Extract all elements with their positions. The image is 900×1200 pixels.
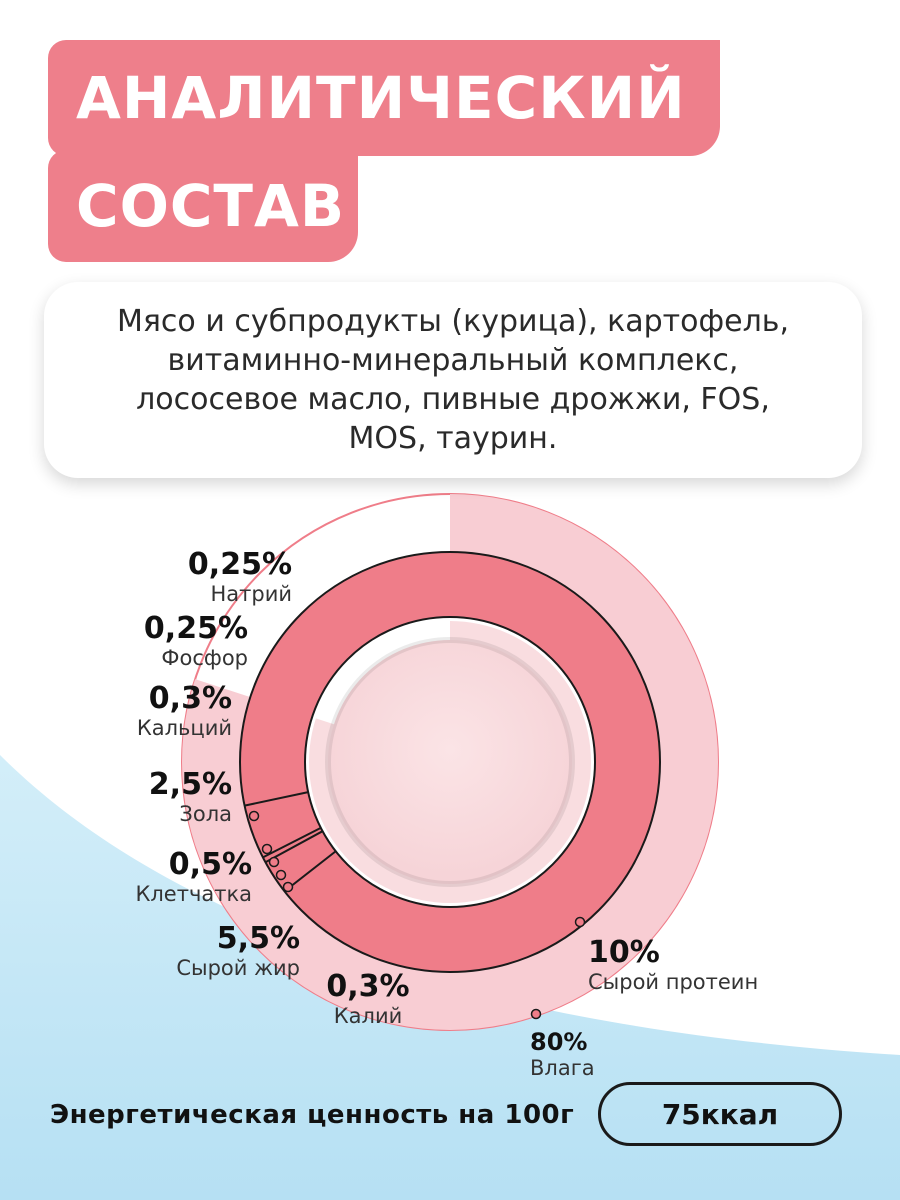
fiber-name: Клетчатка [135,882,252,906]
composition-card: Мясо и субпродукты (курица), картофель, … [44,282,862,478]
center-disc [325,637,575,887]
label-calcium: 0,3% Кальций [137,684,232,739]
calcium-name: Кальций [136,716,232,740]
label-protein: 10% Сырой протеин [588,938,758,993]
separator-fat-start [283,850,337,893]
moisture-name: Влага [530,1056,595,1080]
marker-fat [275,869,287,881]
protein-name: Сырой протеин [588,970,759,994]
label-moisture: 80% Влага [530,1030,595,1079]
label-fiber: 0,5% Клетчатка [135,850,252,905]
page-title-line1: АНАЛИТИЧЕСКИЙ [76,64,686,132]
label-fat: 5,5% Сырой жир [176,924,300,979]
marker-protein [574,916,586,928]
separator-fiber-b [262,826,322,859]
moisture-percent: 80% [530,1028,588,1056]
calcium-percent: 0,3% [148,681,232,716]
fat-name: Сырой жир [176,956,300,980]
energy-label: Энергетическая ценность на 100г [50,1100,575,1130]
label-sodium: 0,25% Натрий [188,550,292,605]
sodium-percent: 0,25% [187,547,292,582]
sodium-name: Натрий [210,582,292,606]
label-ash: 2,5% Зола [149,770,232,825]
title-banner-line1: АНАЛИТИЧЕСКИЙ [48,40,720,156]
title-banner-line2: СОСТАВ [48,150,358,262]
protein-percent: 10% [588,935,660,970]
phosphorus-name: Фосфор [161,646,248,670]
energy-value-badge: 75ккал [598,1082,842,1146]
fat-percent: 5,5% [216,921,300,956]
label-potassium: 0,3% Калий [318,972,418,1027]
energy-value: 75ккал [661,1097,779,1131]
phosphorus-percent: 0,25% [143,611,248,646]
ash-name: Зола [179,802,232,826]
label-phosphorus: 0,25% Фосфор [144,614,248,669]
marker-fat-2 [282,881,294,893]
separator-ash-start [244,791,309,807]
page-title-line2: СОСТАВ [76,172,346,240]
ash-percent: 2,5% [148,767,232,802]
potassium-percent: 0,3% [326,969,410,1004]
fiber-percent: 0,5% [168,847,252,882]
marker-fiber-2 [268,856,280,868]
marker-ash [248,810,260,822]
potassium-name: Калий [333,1004,403,1028]
marker-moisture [530,1008,542,1020]
composition-text: Мясо и субпродукты (курица), картофель, … [117,304,789,456]
marker-fiber [261,843,273,855]
